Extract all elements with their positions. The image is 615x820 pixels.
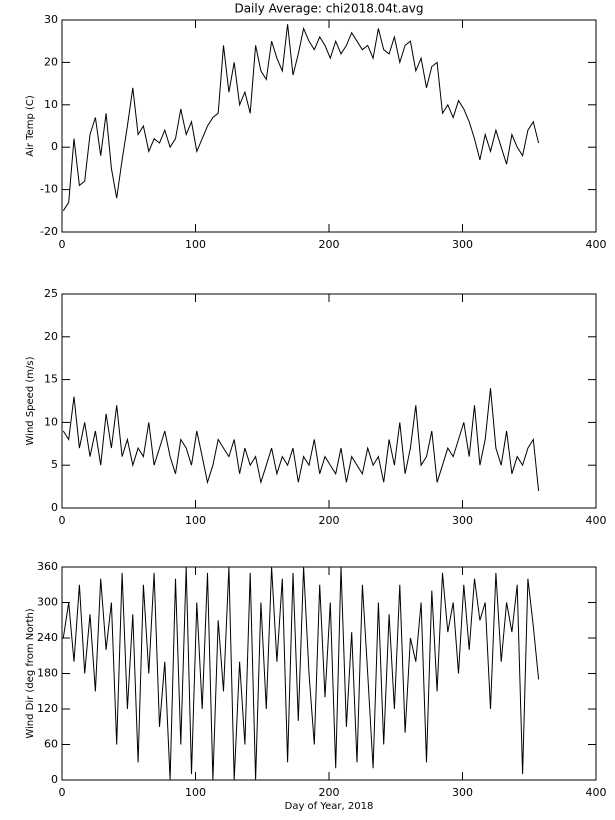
y-tick-label: 20 — [44, 55, 58, 68]
data-line — [62, 566, 540, 781]
x-tick-label: 0 — [59, 238, 66, 251]
plot-frame — [61, 293, 597, 509]
y-tick-label: 60 — [44, 738, 58, 751]
x-tick-label: 100 — [185, 238, 206, 251]
x-axis-label: Day of Year, 2018 — [285, 801, 374, 812]
plot-frame — [61, 19, 597, 233]
y-tick-label: 180 — [37, 667, 58, 680]
y-tick-label: 10 — [44, 98, 58, 111]
x-tick-label: 200 — [319, 786, 340, 799]
y-axis-label: Wind Speed (m/s) — [25, 356, 36, 445]
x-tick-label: 100 — [185, 514, 206, 527]
y-tick-label: 5 — [51, 458, 58, 471]
x-tick-label: 400 — [586, 514, 607, 527]
y-tick-label: 0 — [51, 501, 58, 514]
x-tick-label: 300 — [452, 238, 473, 251]
y-tick-label: 120 — [37, 702, 58, 715]
x-tick-label: 400 — [586, 786, 607, 799]
y-tick-label: -20 — [40, 225, 58, 238]
y-tick-label: 15 — [44, 373, 58, 386]
y-tick-label: 20 — [44, 330, 58, 343]
x-tick-label: 200 — [319, 514, 340, 527]
y-tick-label: 0 — [51, 140, 58, 153]
chart-title: Daily Average: chi2018.04t.avg — [234, 2, 423, 16]
data-line — [62, 388, 540, 491]
y-tick-label: 10 — [44, 415, 58, 428]
y-tick-label: 360 — [37, 560, 58, 573]
y-axis-label: Wind Dir (deg from North) — [25, 608, 36, 738]
y-tick-label: 0 — [51, 773, 58, 786]
y-tick-label: 30 — [44, 13, 58, 26]
x-tick-label: 400 — [586, 238, 607, 251]
x-tick-label: 300 — [452, 514, 473, 527]
x-tick-label: 100 — [185, 786, 206, 799]
y-tick-label: 240 — [37, 631, 58, 644]
x-tick-label: 0 — [59, 786, 66, 799]
y-tick-label: 25 — [44, 287, 58, 300]
x-tick-label: 200 — [319, 238, 340, 251]
x-tick-label: 300 — [452, 786, 473, 799]
y-axis-label: Air Temp (C) — [25, 95, 36, 157]
y-tick-label: -10 — [40, 183, 58, 196]
y-tick-label: 300 — [37, 596, 58, 609]
x-tick-label: 0 — [59, 514, 66, 527]
data-line — [62, 24, 540, 212]
